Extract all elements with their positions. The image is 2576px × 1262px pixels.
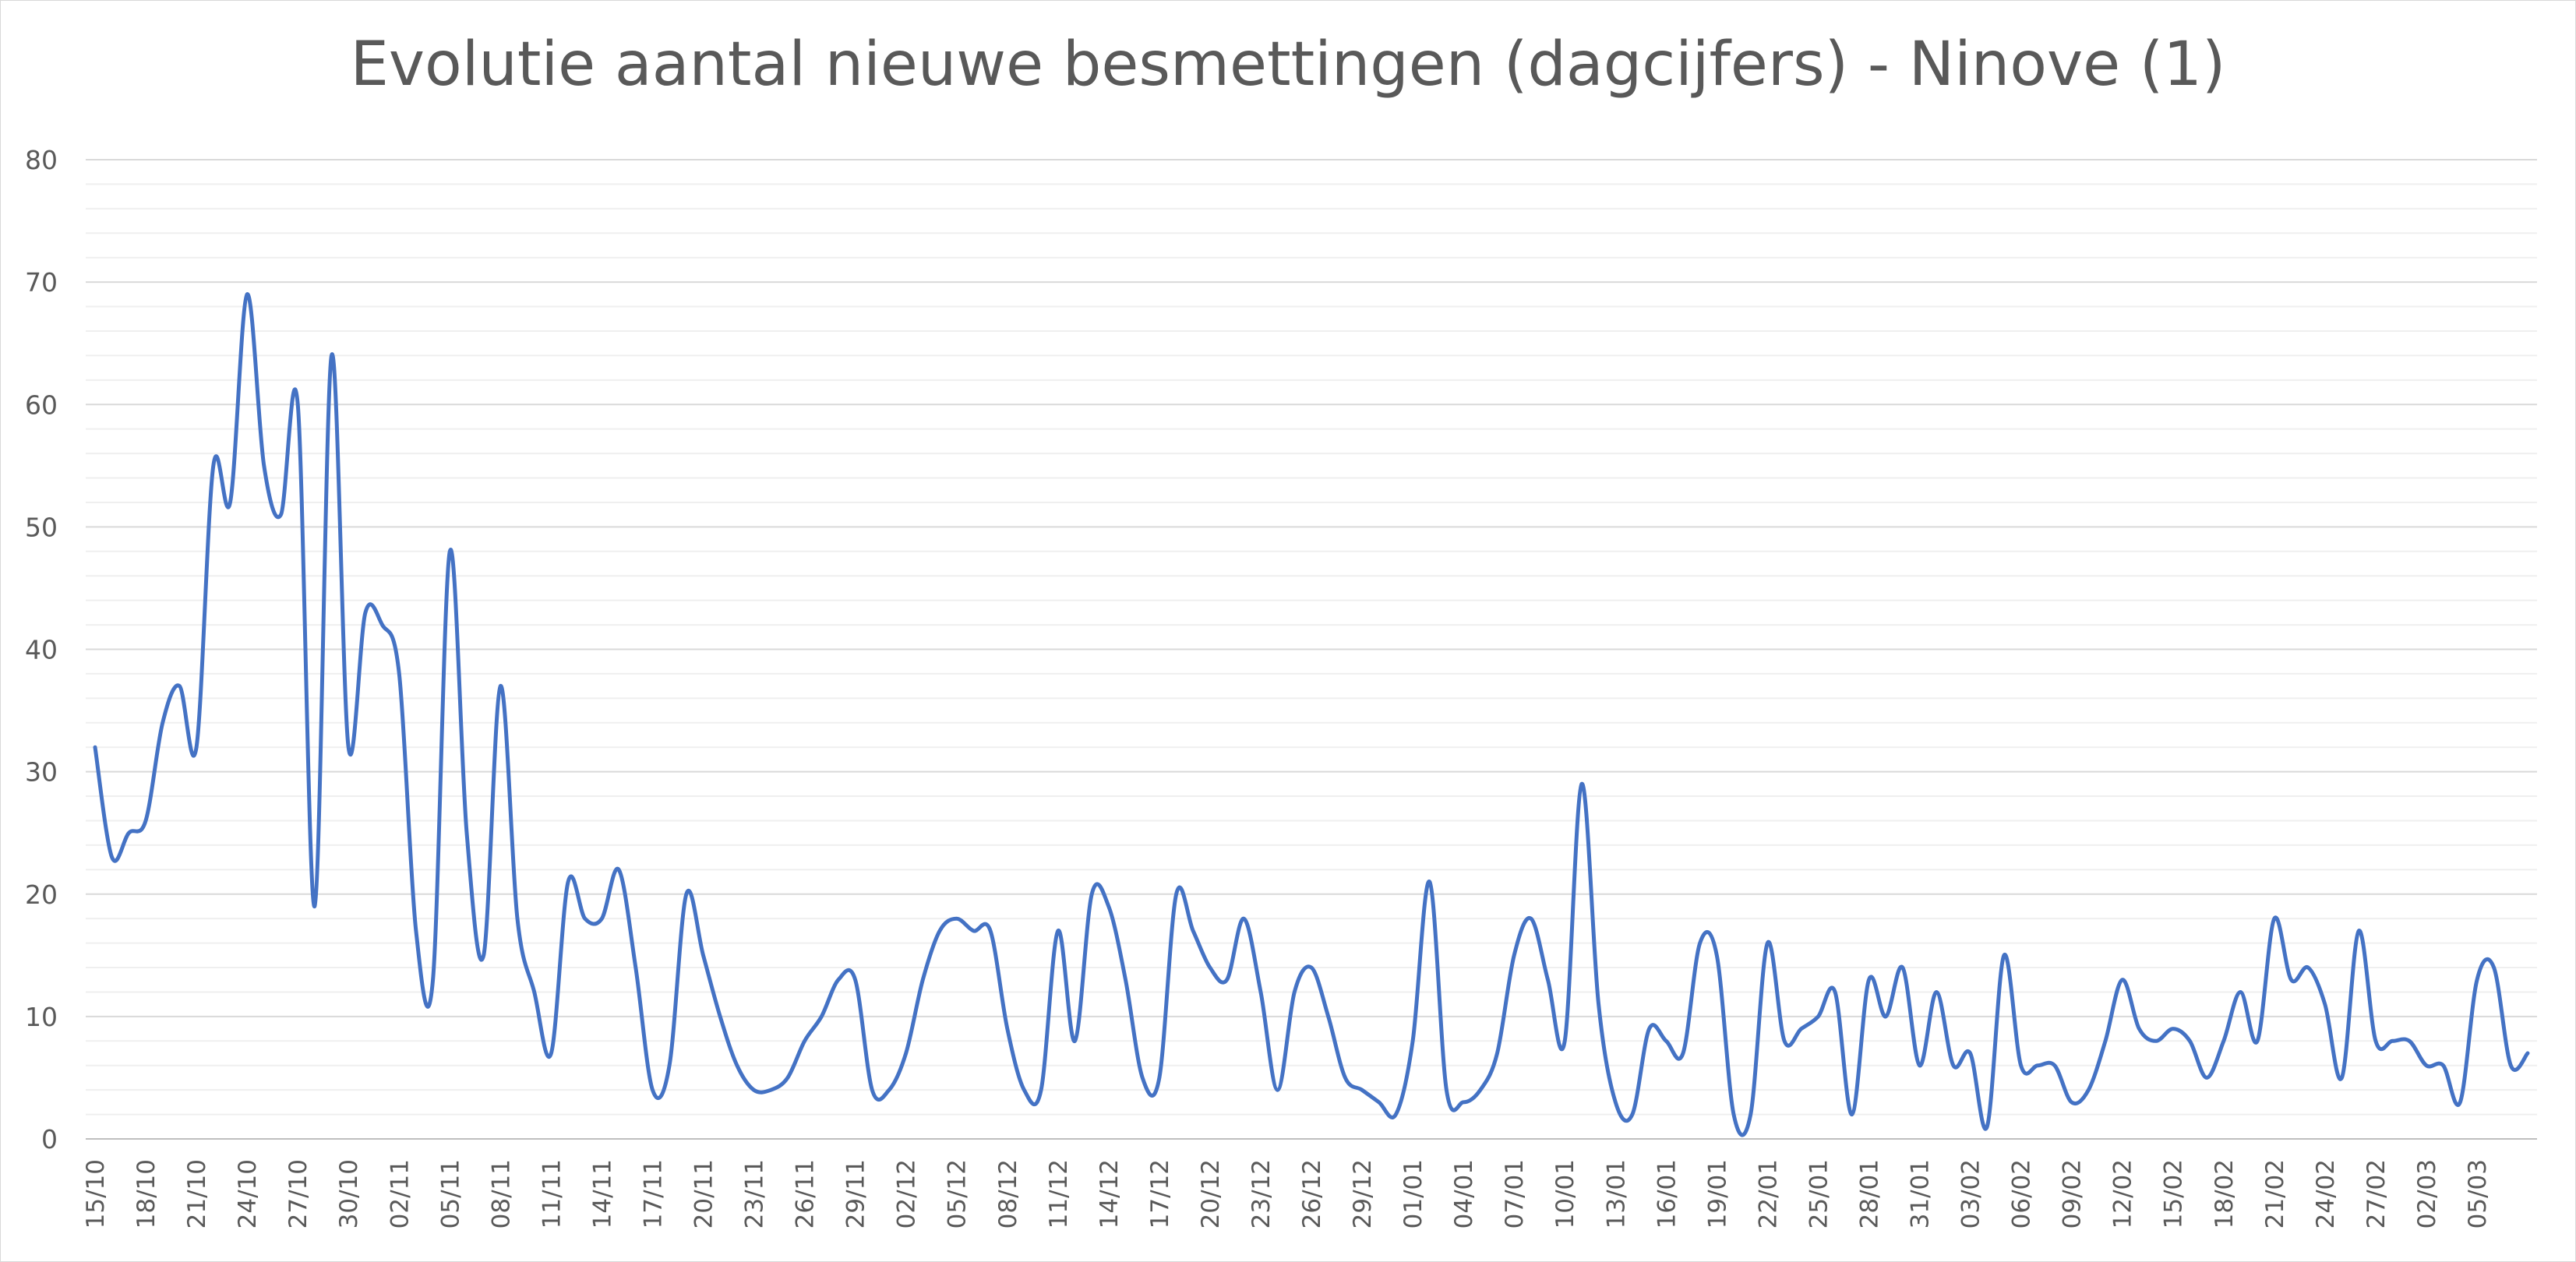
- y-tick-label: 70: [25, 267, 58, 298]
- x-tick-label: 18/02: [2211, 1159, 2239, 1229]
- y-tick-label: 40: [25, 635, 58, 665]
- x-tick-label: 29/12: [1349, 1159, 1377, 1229]
- series-line: [93, 292, 2530, 1137]
- x-tick-label: 18/10: [132, 1159, 161, 1229]
- x-tick-label: 17/12: [1146, 1159, 1174, 1229]
- x-tick-label: 21/02: [2261, 1159, 2289, 1229]
- x-tick-label: 30/10: [335, 1159, 363, 1229]
- x-tick-label: 20/12: [1197, 1159, 1225, 1229]
- major-gridlines: [86, 159, 2537, 1017]
- x-tick-label: 09/02: [2059, 1159, 2087, 1229]
- x-tick-label: 02/03: [2413, 1159, 2441, 1229]
- x-tick-label: 14/11: [588, 1159, 616, 1229]
- x-tick-label: 15/02: [2160, 1159, 2188, 1229]
- x-tick-label: 26/11: [792, 1159, 820, 1229]
- y-tick-label: 80: [25, 145, 58, 175]
- x-tick-label: 27/02: [2363, 1159, 2391, 1229]
- x-tick-label: 22/01: [1754, 1159, 1782, 1229]
- x-tick-label: 17/11: [639, 1159, 667, 1229]
- x-tick-label: 13/01: [1602, 1159, 1630, 1229]
- y-tick-label: 20: [25, 880, 58, 910]
- x-tick-label: 15/10: [82, 1159, 110, 1229]
- x-tick-label: 14/12: [1096, 1159, 1124, 1229]
- x-tick-label: 24/02: [2312, 1159, 2340, 1229]
- y-axis-tick-labels: 0 10 20 30 40 50 60 70 80: [25, 145, 58, 1154]
- x-tick-label: 16/01: [1653, 1159, 1681, 1229]
- x-tick-label: 02/12: [893, 1159, 921, 1229]
- y-tick-label: 0: [41, 1124, 58, 1154]
- y-tick-label: 30: [25, 757, 58, 788]
- y-tick-label: 50: [25, 512, 58, 542]
- x-tick-label: 26/12: [1298, 1159, 1326, 1229]
- x-tick-label: 24/10: [234, 1159, 262, 1229]
- x-tick-label: 28/01: [1855, 1159, 1883, 1229]
- x-tick-label: 10/01: [1551, 1159, 1579, 1229]
- chart-title: Evolutie aantal nieuwe besmettingen (dag…: [350, 30, 2226, 100]
- x-tick-label: 07/01: [1501, 1159, 1529, 1229]
- x-tick-label: 11/12: [1045, 1159, 1073, 1229]
- x-tick-label: 27/10: [284, 1159, 312, 1229]
- y-tick-label: 60: [25, 390, 58, 420]
- x-tick-label: 21/10: [183, 1159, 211, 1229]
- x-tick-label: 01/01: [1399, 1159, 1427, 1229]
- x-tick-label: 05/11: [436, 1159, 464, 1229]
- x-tick-label: 03/02: [1957, 1159, 1985, 1229]
- x-tick-label: 08/11: [487, 1159, 515, 1229]
- x-tick-label: 08/12: [994, 1159, 1022, 1229]
- x-tick-label: 29/11: [842, 1159, 870, 1229]
- x-axis-tick-labels: 15/10 18/10 21/10 24/10 27/10 30/10 02/11 05/11…: [82, 1159, 2492, 1229]
- minor-gridlines: [86, 183, 2537, 1116]
- x-tick-label: 20/11: [690, 1159, 718, 1229]
- x-tick-label: 23/12: [1247, 1159, 1276, 1229]
- x-tick-label: 19/01: [1703, 1159, 1731, 1229]
- x-tick-label: 05/03: [2464, 1159, 2492, 1229]
- x-tick-label: 12/02: [2109, 1159, 2137, 1229]
- x-tick-label: 02/11: [386, 1159, 414, 1229]
- x-tick-label: 04/01: [1450, 1159, 1478, 1229]
- x-tick-label: 23/11: [741, 1159, 769, 1229]
- y-tick-label: 10: [25, 1002, 58, 1032]
- x-tick-label: 06/02: [2008, 1159, 2036, 1229]
- x-tick-label: 25/01: [1805, 1159, 1833, 1229]
- x-tick-label: 11/11: [538, 1159, 566, 1229]
- x-tick-label: 31/01: [1907, 1159, 1935, 1229]
- x-tick-label: 05/12: [944, 1159, 972, 1229]
